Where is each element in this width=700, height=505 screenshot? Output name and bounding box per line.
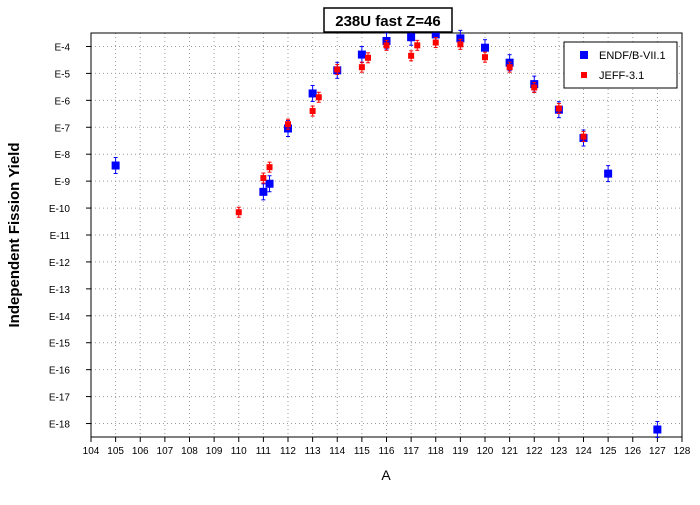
x-tick-label: 108 [181,446,198,457]
data-point [260,175,267,182]
data-marks [111,25,662,439]
y-tick-label: E-13 [49,285,71,296]
legend-marker-endf [580,51,588,59]
data-point [580,133,587,140]
data-point [259,187,268,196]
y-tick-label: E-15 [49,339,71,350]
data-point [111,161,120,170]
x-tick-label: 115 [354,446,370,457]
data-point [265,179,274,188]
grid-layer [91,33,682,437]
x-tick-label: 105 [107,446,124,457]
x-tick-label: 120 [477,446,494,457]
x-tick-label: 128 [674,446,691,457]
y-tick-label: E-9 [54,177,70,188]
x-axis: 104 105 106 107 108 109 110 111 112 113 114 115 116 1… [83,437,691,457]
data-point [482,54,488,61]
x-tick-label: 106 [132,446,149,457]
x-tick-label: 117 [403,446,419,457]
x-tick-label: 126 [624,446,641,457]
x-tick-label: 114 [329,446,345,457]
x-tick-label: 118 [428,446,444,457]
data-point [555,105,562,112]
data-point [365,54,372,61]
data-point [407,33,416,42]
data-point [315,94,322,101]
data-point [457,41,464,48]
legend-label-jeff: JEFF-3.1 [599,70,644,82]
data-point [432,39,439,46]
data-point [235,209,242,216]
y-axis-label: Independent Fission Yield [6,142,23,327]
x-tick-label: 122 [526,446,543,457]
legend-marker-jeff [581,72,587,78]
data-point [506,64,513,71]
legend: ENDF/B-VII.1 JEFF-3.1 [563,41,678,89]
x-tick-label: 104 [83,446,100,457]
x-tick-label: 123 [551,446,568,457]
data-point [334,66,341,73]
data-point [266,164,273,171]
y-tick-label: E-6 [54,96,70,107]
data-point [653,425,662,434]
data-point [414,42,421,49]
data-point [357,50,366,59]
x-tick-label: 116 [379,446,395,457]
data-point [456,34,465,43]
x-tick-label: 125 [600,446,617,457]
y-tick-label: E-14 [49,312,71,323]
chart-title: 238U fast Z=46 [335,13,440,30]
y-tick-label: E-11 [50,231,71,242]
y-tick-label: E-17 [49,393,71,404]
x-tick-label: 110 [231,446,247,457]
y-tick-label: E-8 [54,150,70,161]
data-point [431,30,440,39]
data-point [481,43,489,52]
x-tick-label: 127 [649,446,666,457]
x-tick-label: 112 [280,446,296,457]
data-point [531,84,538,91]
y-tick-label: E-18 [49,420,71,431]
x-tick-label: 119 [452,446,468,457]
legend-box [563,41,678,89]
y-tick-label: E-7 [54,123,70,134]
data-point [408,52,415,59]
data-point [285,121,291,128]
x-tick-label: 124 [575,446,592,457]
chart-title-box [323,7,453,33]
x-tick-label: 111 [256,446,272,457]
x-tick-label: 121 [501,446,518,457]
x-axis-label: A [381,467,391,483]
legend-label-endf: ENDF/B-VII.1 [599,50,666,62]
series-jeff [235,37,587,218]
y-tick-label: E-4 [54,42,70,53]
y-tick-label: E-16 [49,366,71,377]
data-point [358,64,365,71]
data-point [383,42,390,49]
x-tick-label: 113 [305,446,321,457]
y-tick-label: E-12 [49,258,71,269]
y-axis: E-4 E-5 E-6 E-7 E-8 E-9 E-10 E-11 E-12 E-13 E-14 E-… [49,42,91,431]
y-tick-label: E-10 [49,204,71,215]
x-tick-label: 107 [157,446,174,457]
data-point [308,89,317,98]
x-tick-label: 109 [206,446,223,457]
data-point [604,169,613,178]
data-point [309,108,316,115]
y-tick-label: E-5 [54,69,70,80]
